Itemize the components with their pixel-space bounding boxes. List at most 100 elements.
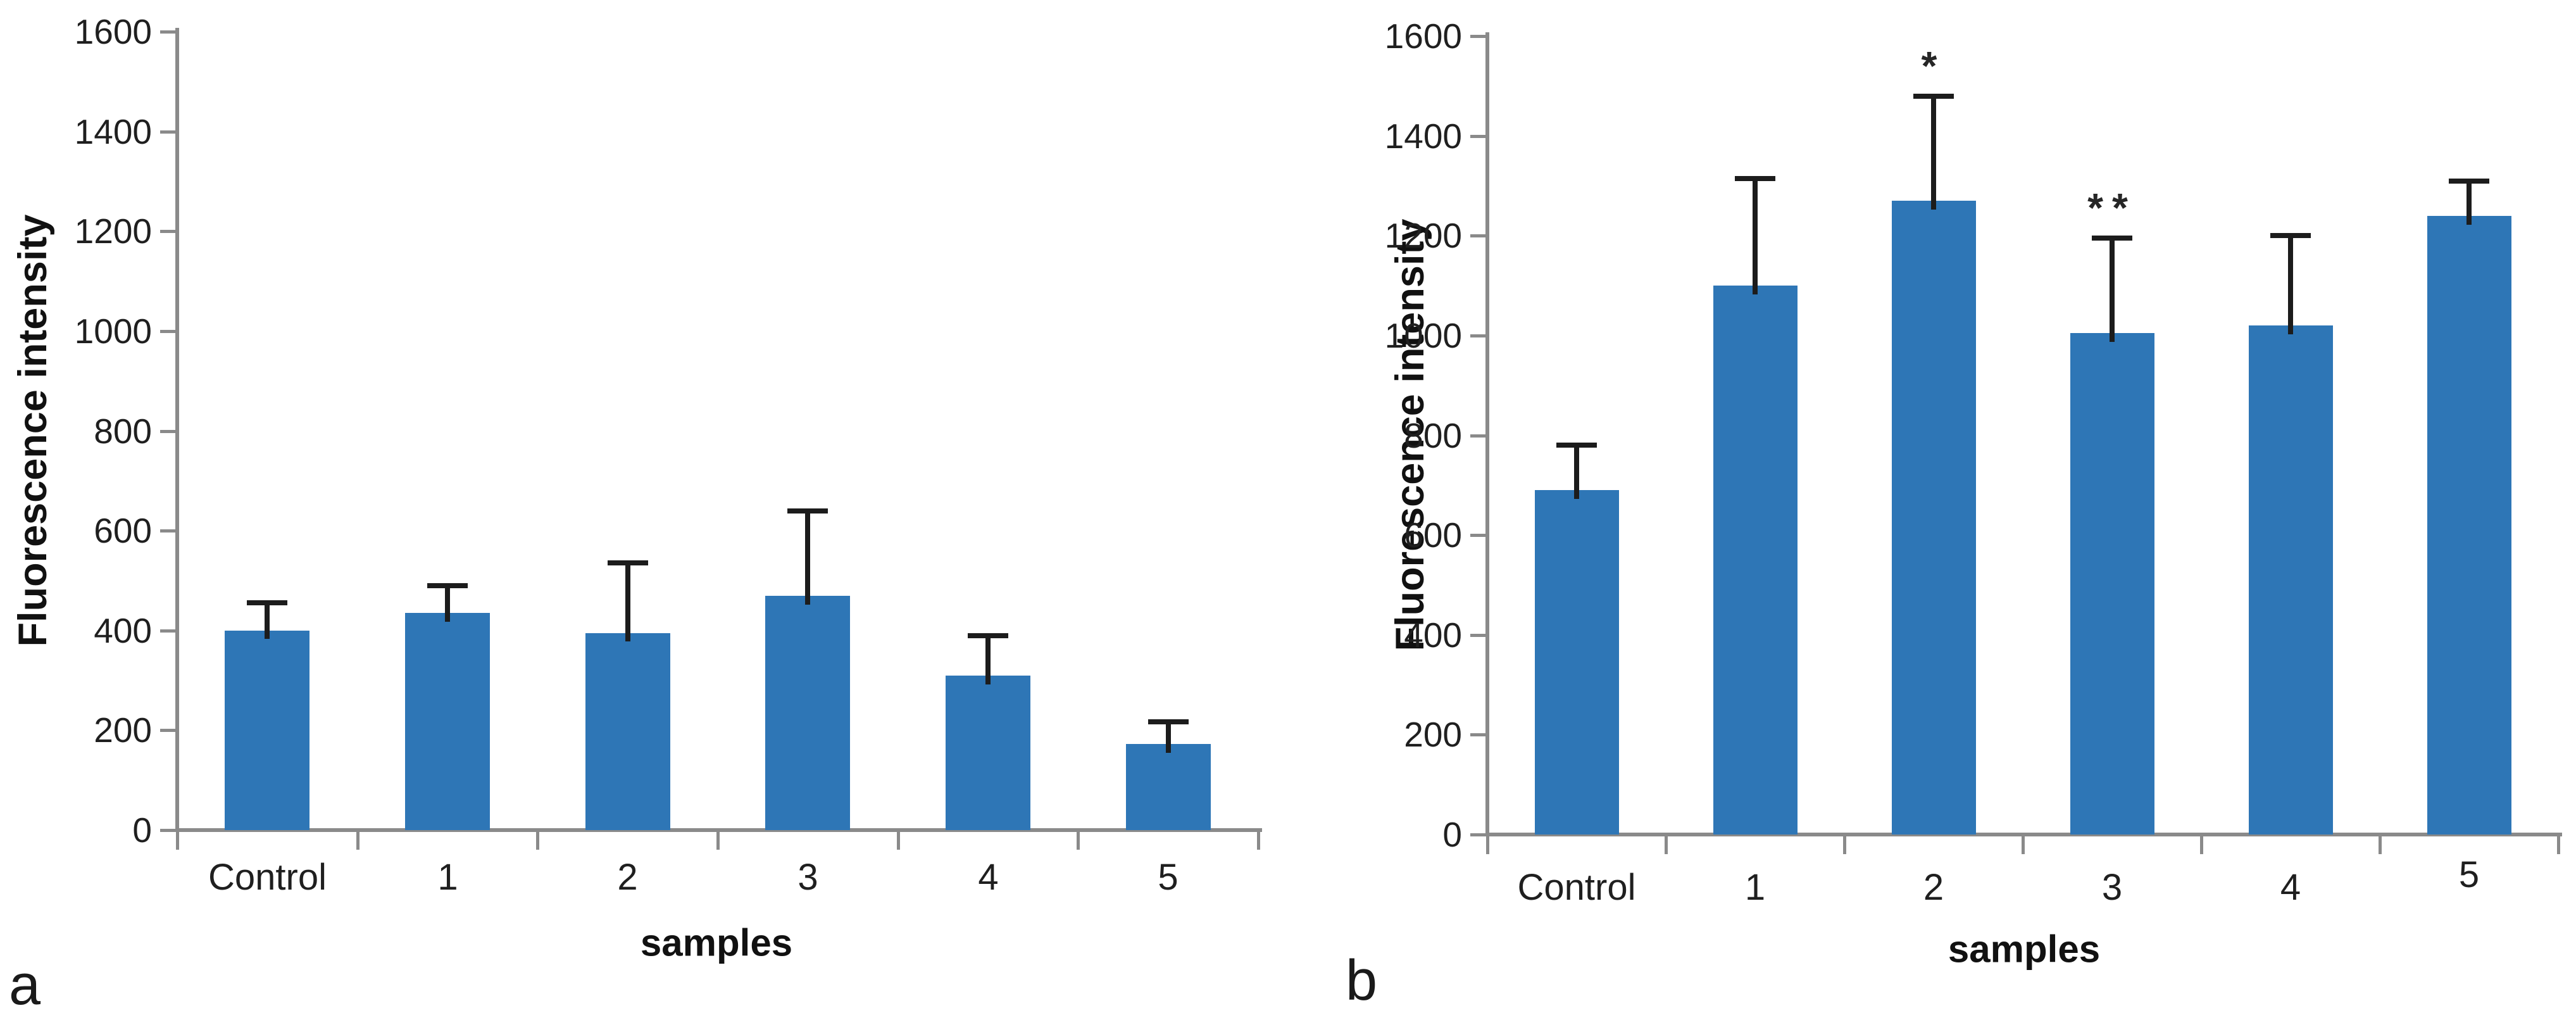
category-label-panel-a-5: 5 bbox=[1158, 857, 1179, 898]
error-whisker-panel-b-control bbox=[1574, 445, 1579, 499]
bar-panel-b-4 bbox=[2249, 325, 2333, 835]
category-label-panel-b-4: 4 bbox=[2280, 867, 2301, 908]
y-tick-label-panel-a: 1000 bbox=[74, 312, 152, 351]
y-tick-panel-b bbox=[1470, 334, 1485, 337]
error-whisker-panel-a-1 bbox=[445, 586, 450, 622]
category-label-panel-a-2: 2 bbox=[617, 857, 638, 898]
x-axis-title-panel-a: samples bbox=[640, 921, 793, 964]
x-tick-panel-a bbox=[1077, 832, 1080, 850]
x-tick-panel-b bbox=[2200, 836, 2203, 854]
y-tick-label-panel-b: 1200 bbox=[1384, 216, 1462, 255]
x-tick-panel-b bbox=[2379, 836, 2382, 854]
y-tick-label-panel-b: 400 bbox=[1404, 615, 1462, 655]
y-tick-panel-b bbox=[1470, 234, 1485, 237]
category-label-panel-b-5: 5 bbox=[2458, 854, 2480, 895]
error-whisker-panel-a-2 bbox=[625, 563, 630, 641]
bar-panel-a-2 bbox=[585, 633, 670, 830]
y-tick-panel-a bbox=[160, 30, 175, 34]
x-tick-panel-b bbox=[2557, 836, 2560, 854]
x-tick-panel-a bbox=[176, 832, 179, 850]
category-label-panel-b-1: 1 bbox=[1744, 867, 1766, 908]
x-tick-panel-a bbox=[716, 832, 720, 850]
y-tick-panel-b bbox=[1470, 733, 1485, 736]
x-tick-panel-a bbox=[1257, 832, 1260, 850]
x-tick-panel-b bbox=[2022, 836, 2025, 854]
error-cap-panel-b-1 bbox=[1735, 176, 1775, 181]
error-whisker-panel-b-5 bbox=[2467, 181, 2472, 225]
y-tick-panel-b bbox=[1470, 534, 1485, 537]
y-tick-label-panel-a: 1400 bbox=[74, 112, 152, 151]
y-tick-label-panel-a: 800 bbox=[94, 412, 152, 451]
category-label-panel-a-control: Control bbox=[208, 857, 327, 898]
error-whisker-panel-a-control bbox=[265, 603, 270, 639]
y-tick-label-panel-b: 1400 bbox=[1384, 117, 1462, 156]
x-axis-line-panel-a bbox=[175, 828, 1262, 832]
y-tick-panel-a bbox=[160, 230, 175, 233]
significance-annotation-panel-b-2: * bbox=[1921, 43, 1946, 89]
y-tick-panel-b bbox=[1470, 634, 1485, 637]
bar-panel-b-1 bbox=[1713, 286, 1798, 835]
panel-letter-b: b bbox=[1346, 949, 1378, 1012]
y-tick-panel-b bbox=[1470, 135, 1485, 138]
y-tick-label-panel-b: 600 bbox=[1404, 515, 1462, 555]
category-label-panel-b-3: 3 bbox=[2101, 867, 2123, 908]
x-axis-line-panel-b bbox=[1485, 833, 2562, 836]
error-whisker-panel-b-1 bbox=[1753, 179, 1758, 294]
y-tick-panel-b bbox=[1470, 35, 1485, 38]
error-cap-panel-a-1 bbox=[427, 583, 468, 588]
bar-panel-b-5 bbox=[2427, 216, 2511, 835]
error-whisker-panel-a-3 bbox=[805, 511, 810, 605]
error-cap-panel-a-3 bbox=[787, 508, 828, 514]
y-axis-line-panel-a bbox=[175, 28, 179, 832]
x-tick-panel-b bbox=[1665, 836, 1668, 854]
bar-panel-b-2 bbox=[1892, 201, 1976, 835]
x-tick-panel-b bbox=[1843, 836, 1846, 854]
x-tick-panel-a bbox=[356, 832, 360, 850]
x-tick-panel-b bbox=[1486, 836, 1489, 854]
y-tick-label-panel-a: 0 bbox=[132, 810, 152, 850]
y-tick-label-panel-a: 1200 bbox=[74, 211, 152, 251]
significance-annotation-panel-b-3: ** bbox=[2087, 185, 2137, 230]
x-axis-title-panel-b: samples bbox=[1948, 928, 2101, 971]
error-cap-panel-b-control bbox=[1556, 443, 1597, 448]
bar-panel-b-3 bbox=[2070, 333, 2154, 835]
y-tick-label-panel-b: 800 bbox=[1404, 416, 1462, 455]
y-tick-panel-a bbox=[160, 430, 175, 433]
error-cap-panel-b-4 bbox=[2270, 233, 2311, 238]
y-tick-panel-a bbox=[160, 629, 175, 633]
y-tick-label-panel-b: 0 bbox=[1442, 815, 1462, 854]
y-tick-panel-a bbox=[160, 729, 175, 732]
error-cap-panel-b-2 bbox=[1913, 94, 1954, 99]
error-whisker-panel-b-2 bbox=[1931, 96, 1936, 210]
y-tick-panel-b bbox=[1470, 833, 1485, 836]
error-whisker-panel-a-4 bbox=[985, 636, 991, 684]
y-tick-panel-a bbox=[160, 330, 175, 333]
category-label-panel-b-control: Control bbox=[1517, 867, 1636, 908]
x-tick-panel-a bbox=[897, 832, 900, 850]
error-whisker-panel-a-5 bbox=[1166, 722, 1171, 753]
panel-letter-a: a bbox=[9, 954, 41, 1017]
y-tick-label-panel-a: 1600 bbox=[74, 12, 152, 51]
bar-panel-a-5 bbox=[1126, 744, 1211, 830]
error-cap-panel-b-5 bbox=[2449, 179, 2489, 184]
y-tick-label-panel-b: 1000 bbox=[1384, 316, 1462, 355]
y-tick-panel-b bbox=[1470, 434, 1485, 438]
y-tick-label-panel-b: 200 bbox=[1404, 715, 1462, 754]
y-tick-label-panel-a: 400 bbox=[94, 611, 152, 650]
y-tick-label-panel-a: 200 bbox=[94, 710, 152, 750]
error-whisker-panel-b-3 bbox=[2110, 238, 2115, 342]
category-label-panel-b-2: 2 bbox=[1923, 867, 1944, 908]
error-cap-panel-b-3 bbox=[2092, 236, 2132, 241]
bar-panel-a-control bbox=[225, 631, 309, 830]
error-cap-panel-a-5 bbox=[1148, 719, 1189, 724]
error-cap-panel-a-4 bbox=[968, 633, 1008, 638]
y-tick-label-panel-b: 1600 bbox=[1384, 16, 1462, 56]
y-tick-panel-a bbox=[160, 130, 175, 134]
bar-panel-a-3 bbox=[765, 596, 850, 830]
y-tick-panel-a bbox=[160, 529, 175, 532]
y-tick-label-panel-a: 600 bbox=[94, 511, 152, 550]
x-tick-panel-a bbox=[536, 832, 539, 850]
bar-panel-a-1 bbox=[405, 613, 490, 830]
category-label-panel-a-4: 4 bbox=[978, 857, 999, 898]
